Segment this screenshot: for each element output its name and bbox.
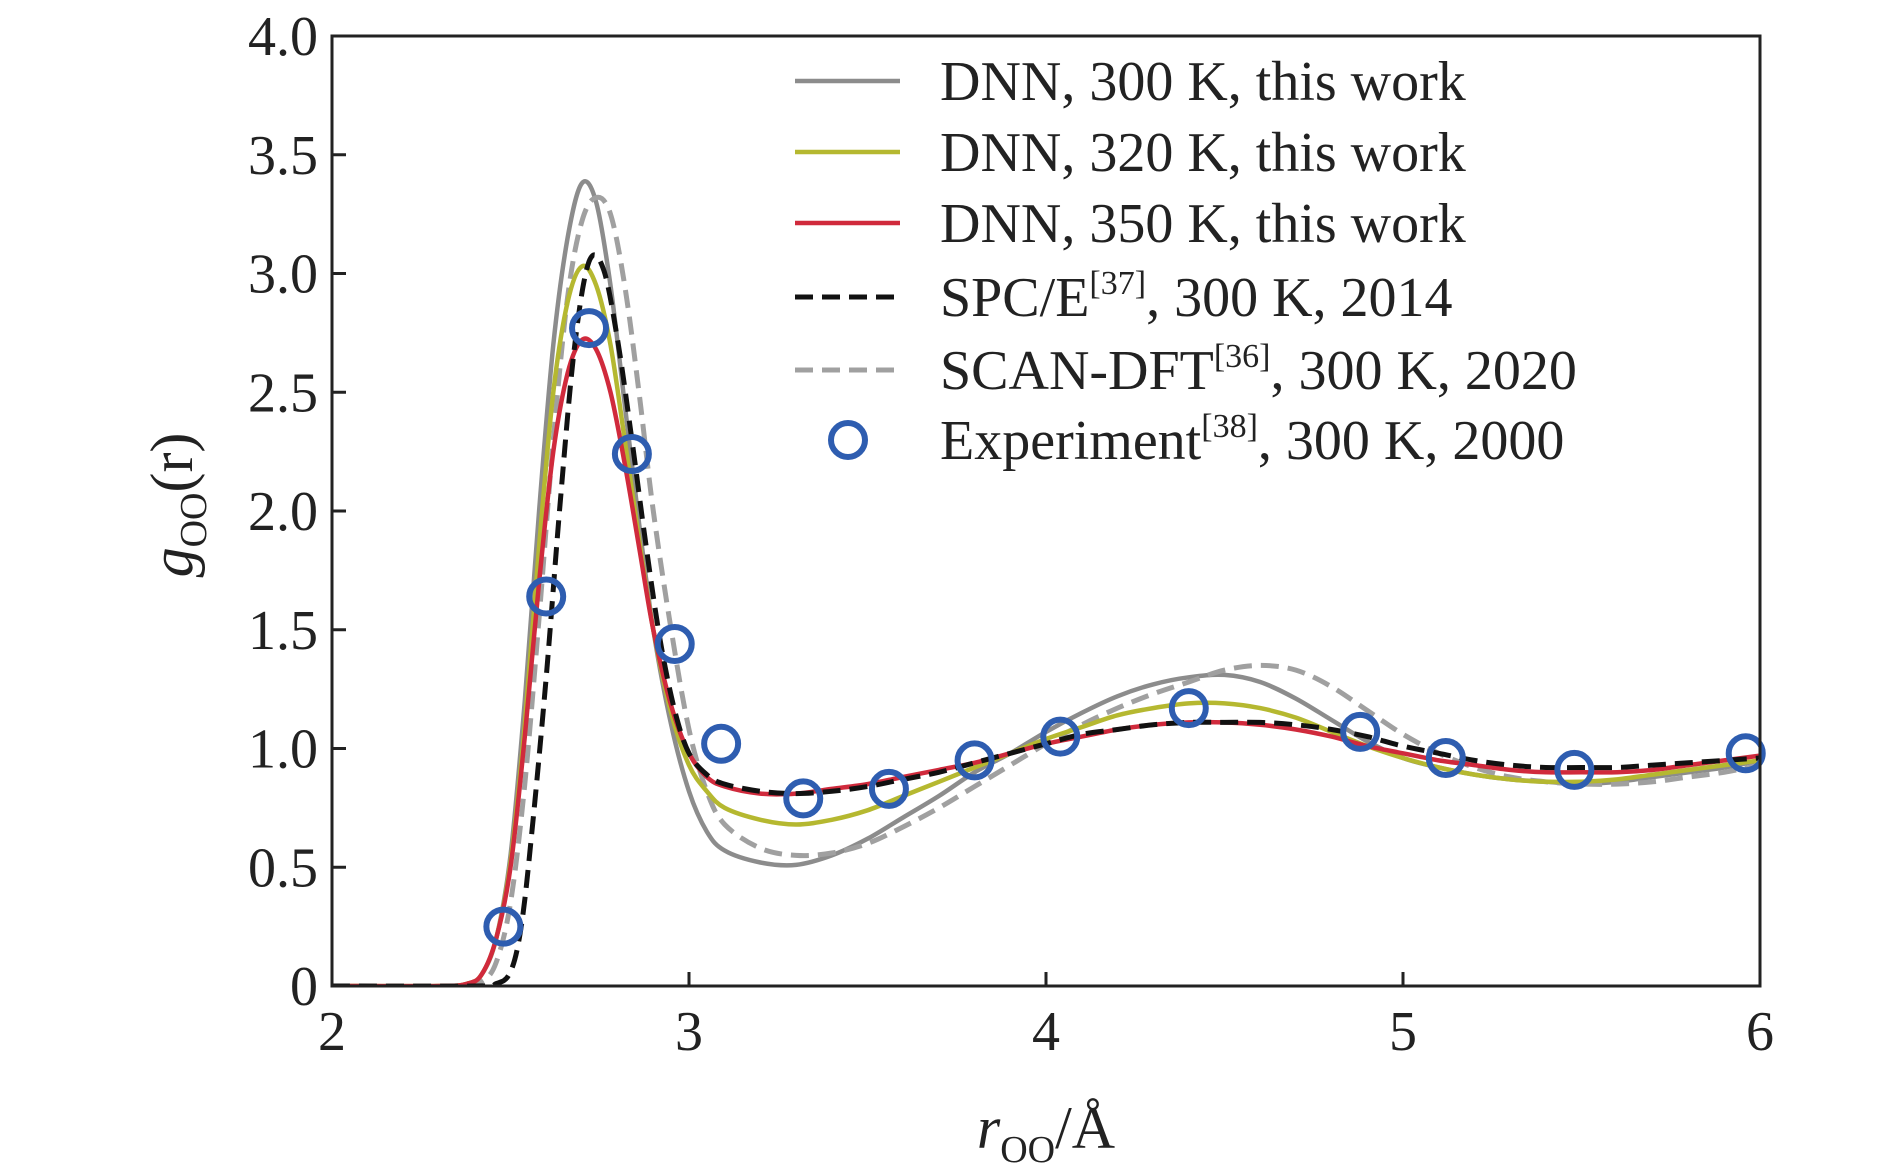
x-tick-label: 6 [1746,1001,1774,1063]
experiment-marker [483,906,524,947]
legend-label-dnn300: DNN, 300 K, this work [940,51,1466,113]
x-axis-label: rOO/Å [977,1095,1115,1171]
x-axis-ticks: 2 3 4 5 6 [318,972,1774,1063]
experiment-marker [701,723,742,764]
y-axis-label: gOO(r) [139,433,215,578]
legend-label-spce: SPC/E[37], 300 K, 2014 [940,265,1453,329]
x-tick-label: 2 [318,1001,346,1063]
legend-label-rest: , 300 K, 2000 [1258,410,1564,472]
experiment-marker [1554,749,1595,790]
legend-label-experiment: Experiment[38], 300 K, 2000 [940,408,1564,472]
legend-label-main: DNN, 350 K, this work [940,193,1466,255]
x-axis-label-sub: OO [1000,1129,1055,1171]
legend-label-rest: , 300 K, 2014 [1146,267,1452,329]
legend-label-scan: SCAN-DFT[36], 300 K, 2020 [940,338,1577,402]
y-tick-label: 4.0 [248,6,318,68]
y-axis-ticks: 0 0.5 1.0 1.5 2.0 2.5 3.0 3.5 4.0 [248,6,346,1018]
y-tick-label: 2.5 [248,362,318,424]
y-axis-label-rest: (r) [139,433,205,493]
legend-label-rest: , 300 K, 2020 [1270,340,1576,402]
legend-label-dnn350: DNN, 350 K, this work [940,193,1466,255]
experiment-marker [1040,716,1081,757]
legend-marker-experiment [828,420,868,460]
y-axis-label-main: g [139,547,205,577]
legend-label-dnn320: DNN, 320 K, this work [940,122,1466,184]
experiment-marker [783,778,824,819]
experiment-marker [1425,738,1466,778]
legend-label-main: DNN, 320 K, this work [940,122,1466,184]
y-tick-label: 0 [290,956,318,1018]
legend-label-main: Experiment [940,410,1202,472]
experiment-marker [1725,733,1766,774]
legend: DNN, 300 K, this work DNN, 320 K, this wo… [795,51,1577,472]
experiment-marker [1168,688,1209,729]
experiment-marker [611,434,652,474]
x-tick-label: 5 [1389,1001,1417,1063]
y-tick-label: 2.0 [248,481,318,543]
legend-label-main: DNN, 300 K, this work [940,51,1466,113]
legend-label-sup: [37] [1089,265,1146,302]
x-axis-label-rest: /Å [1055,1095,1115,1161]
y-tick-label: 3.0 [248,244,318,306]
y-tick-label: 1.0 [248,719,318,781]
x-tick-label: 3 [675,1001,703,1063]
y-axis-label-sub: OO [173,493,215,548]
y-tick-label: 0.5 [248,837,318,899]
legend-label-sup: [38] [1201,408,1258,445]
legend-label-main: SCAN-DFT [940,340,1214,402]
experiment-marker [654,624,695,664]
legend-label-sup: [36] [1214,338,1271,375]
x-axis-label-main: r [977,1095,1001,1161]
legend-label-main: SPC/E [940,267,1089,329]
x-tick-label: 4 [1032,1001,1060,1063]
markers-layer [483,308,1766,947]
experiment-marker [526,576,567,617]
y-tick-label: 1.5 [248,600,318,662]
y-axis-label-group: gOO(r) [139,433,215,578]
experiment-marker [1340,711,1381,752]
experiment-marker [954,740,995,781]
y-tick-label: 3.5 [248,125,318,187]
experiment-marker [868,768,909,809]
experiment-marker [569,308,610,349]
